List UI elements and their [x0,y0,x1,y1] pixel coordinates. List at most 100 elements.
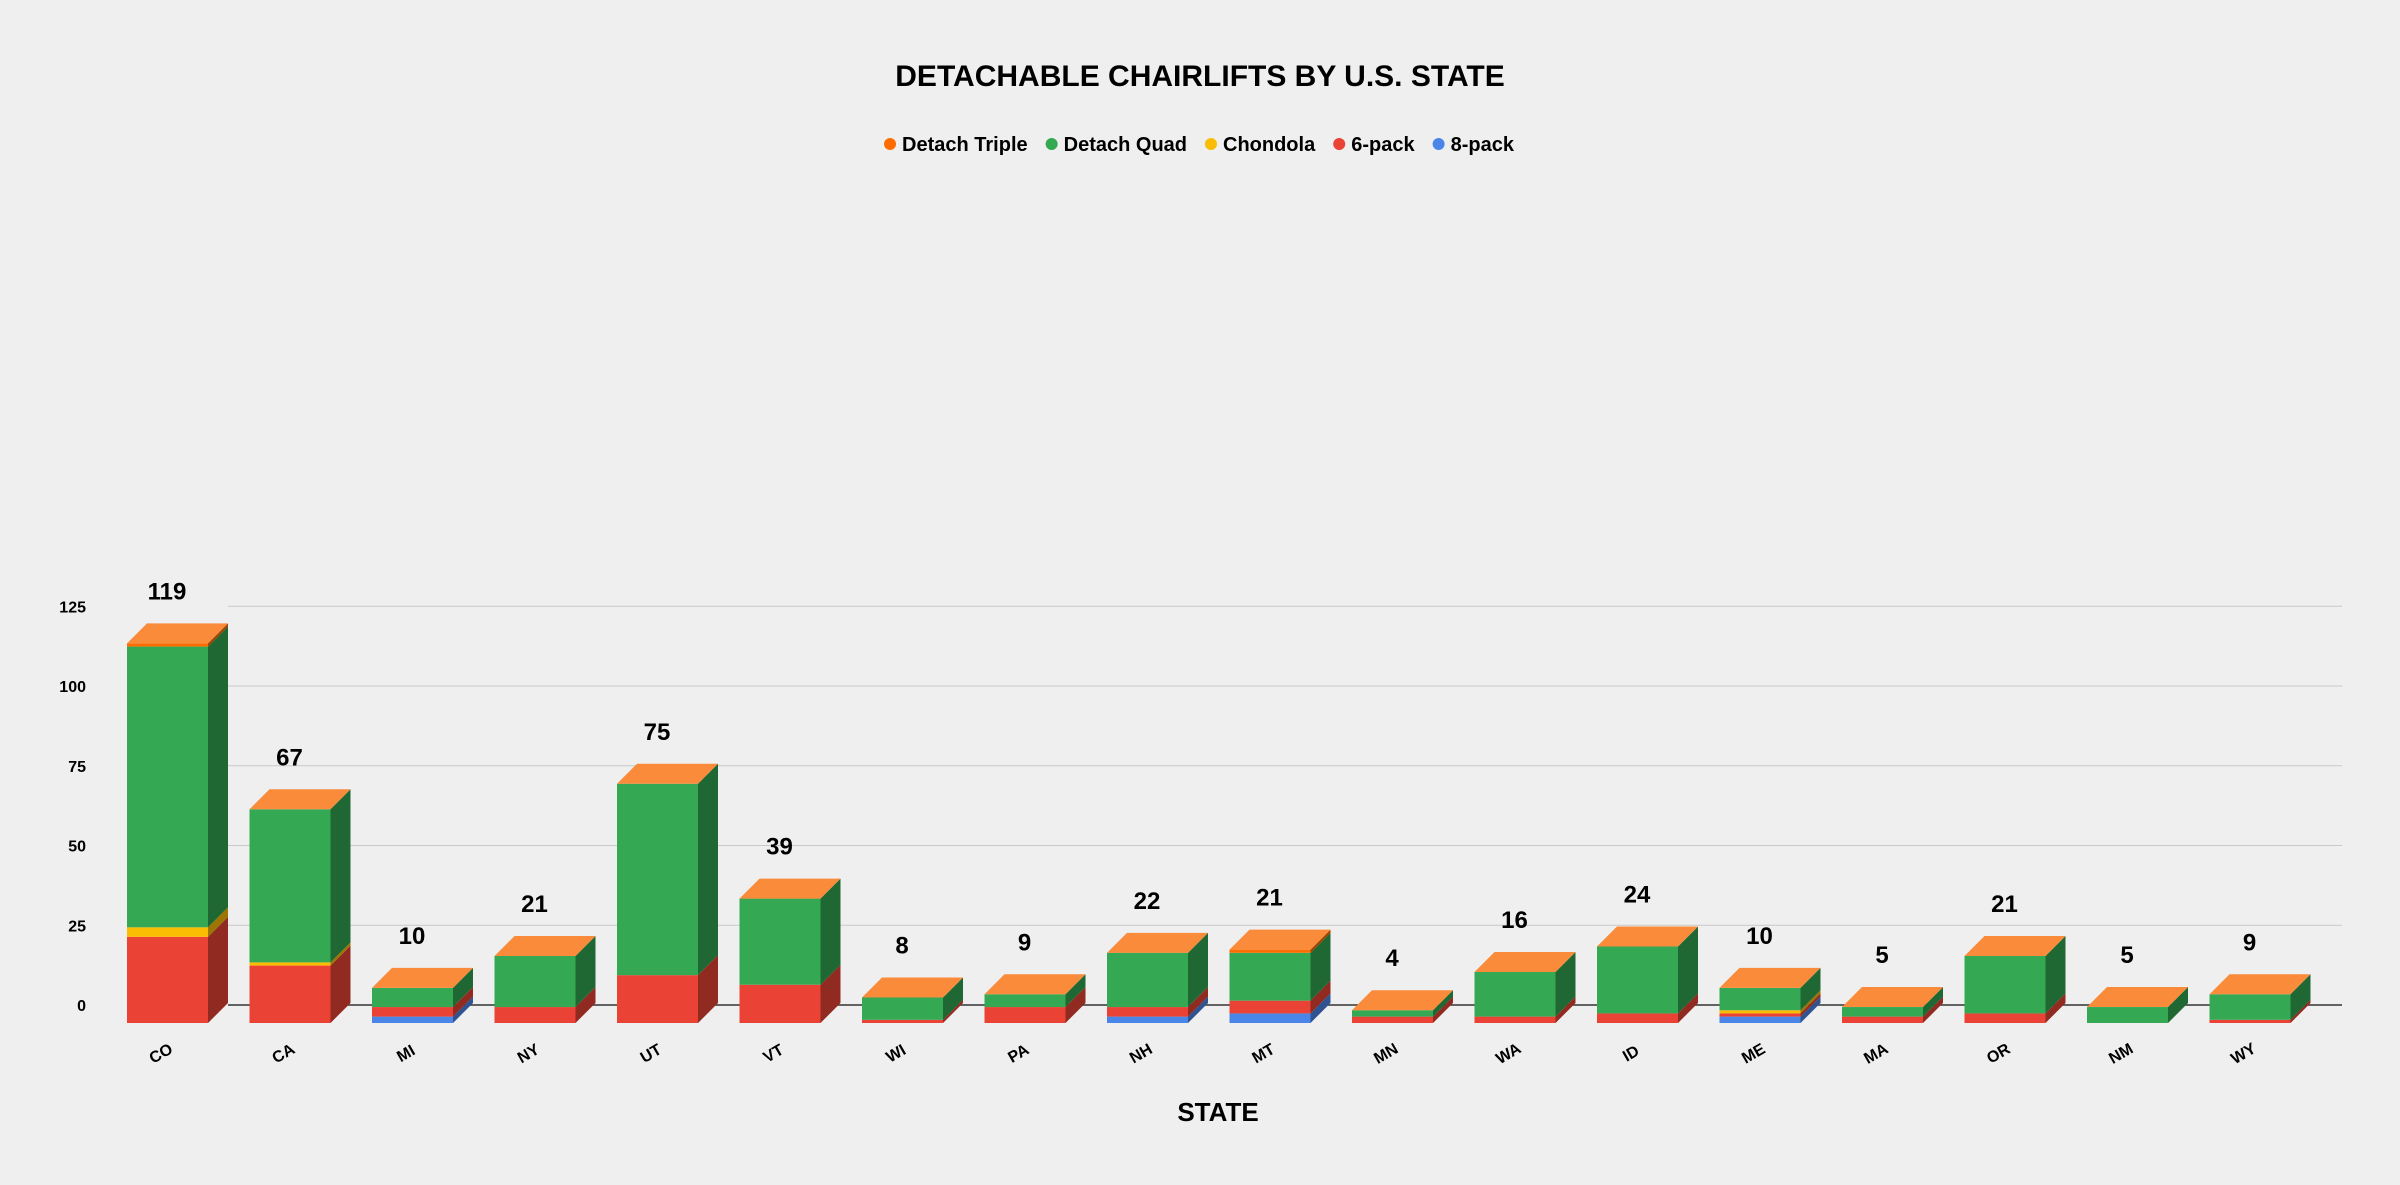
bar-ca-detach-quad [249,809,331,963]
bar-side-co-detach-triple [208,623,228,647]
bar-top-ny [494,936,596,957]
bar-pa-detach-quad [984,994,1066,1008]
bar-side-wa-detach-quad [1555,951,1576,1017]
legend-label-detach-quad: Detach Quad [1064,134,1187,156]
bar-top-co [127,623,228,644]
x-tick-pa: PA [1005,1041,1032,1066]
bar-or-detach-quad [1964,956,2046,1014]
bar-side-wi-6-pack [943,999,963,1023]
bar-top-mn [1352,990,1453,1011]
x-tick-vt: VT [761,1042,787,1067]
bar-side-mn-6-pack [1433,996,1453,1023]
bar-me-8-pack [1719,1016,1801,1023]
bar-side-co-detach-quad [208,626,228,928]
bar-side-me-detach-quad [1800,967,1821,1011]
bar-group-or [1964,936,2066,1023]
bar-side-or-6-pack [2045,993,2066,1023]
bar-side-nh-8-pack [1188,996,1208,1023]
bar-ny-6-pack [494,1007,576,1023]
bar-top-ma [1842,987,1943,1008]
bar-top-mi [372,967,473,988]
bar-co-detach-triple [127,643,208,647]
bar-top-wi [862,977,963,998]
bar-mt-detach-quad [1229,952,1311,1001]
bar-group-nm [2087,987,2188,1023]
bar-group-ny [494,936,596,1023]
bar-side-ma-6-pack [1923,996,1943,1023]
bar-side-me-8-pack [1800,996,1821,1023]
bar-ma-6-pack [1842,1016,1923,1023]
bar-group-wy [2209,974,2311,1023]
bar-group-mt [1229,929,1331,1023]
bar-mn-6-pack [1352,1016,1433,1023]
bar-top-mt [1229,929,1331,950]
x-tick-id: ID [1620,1043,1642,1066]
x-tick-mt: MT [1249,1041,1278,1067]
bar-side-ca-6-pack [330,945,351,1023]
x-tick-wy: WY [2228,1040,2259,1068]
total-label-me: 10 [1746,923,1773,950]
bar-top-or [1964,936,2066,957]
bar-top-nm [2087,987,2188,1008]
bar-co-detach-quad [127,646,208,928]
bar-group-nh [1107,932,1208,1023]
total-label-mi: 10 [399,923,426,950]
x-tick-mn: MN [1371,1041,1401,1068]
y-tick-50: 50 [68,839,86,856]
bar-side-mt-detach-quad [1310,932,1331,1001]
total-label-wa: 16 [1501,907,1528,934]
bar-ut-6-pack [617,975,698,1023]
bar-side-mt-8-pack [1310,993,1331,1023]
bar-top-vt [739,878,841,899]
bar-top-wy [2209,974,2311,995]
bar-nh-6-pack [1107,1007,1188,1017]
bar-top-nh [1107,932,1208,953]
total-label-id: 24 [1624,881,1651,908]
bar-group-mn [1352,990,1453,1023]
bar-top-wa [1474,951,1576,972]
bar-ut-detach-quad [617,783,698,976]
x-tick-mi: MI [394,1042,418,1066]
bar-group-wi [862,977,963,1023]
chart-title: DETACHABLE CHAIRLIFTS BY U.S. STATE [895,60,1504,93]
bar-id-6-pack [1597,1013,1678,1023]
legend-swatch-detach-triple [884,138,897,150]
total-label-or: 21 [1991,891,2018,918]
bar-wi-6-pack [862,1019,943,1023]
total-label-wi: 8 [895,932,908,959]
bar-wy-6-pack [2209,1019,2291,1023]
bar-mi-detach-quad [372,987,453,1008]
bar-wi-detach-quad [862,997,943,1020]
bar-wa-detach-quad [1474,971,1556,1017]
bar-group-mi [372,967,473,1023]
total-label-nh: 22 [1134,888,1161,915]
y-tick-labels: 0 25 50 75 100 125 [59,599,86,1015]
total-label-co: 119 [148,578,187,605]
bar-group-ut [617,763,718,1023]
legend-swatch-6-pack [1333,138,1346,150]
bar-side-co-chondola [208,907,228,937]
y-tick-100: 100 [59,679,86,696]
bar-group-vt [739,878,841,1023]
bars [127,623,2311,1023]
bar-side-mi-detach-quad [453,967,473,1008]
total-label-wy: 9 [2243,929,2256,956]
bar-side-vt-6-pack [820,964,841,1023]
bar-side-co-6-pack [208,916,228,1023]
bar-vt-detach-quad [739,898,821,985]
bar-id-detach-quad [1597,946,1678,1014]
bar-nh-detach-quad [1107,952,1188,1008]
bar-nm-detach-quad [2087,1007,2168,1023]
legend-swatch-8-pack [1432,138,1445,150]
bar-top-id [1597,926,1698,947]
total-label-ut: 75 [644,719,671,746]
x-tick-or: OR [1984,1041,2014,1068]
bar-me-6-pack [1719,1013,1801,1017]
bar-side-me-6-pack [1800,993,1821,1017]
bar-side-nh-detach-quad [1188,932,1208,1008]
bar-top-ut [617,763,718,784]
bar-mi-6-pack [372,1007,453,1017]
x-tick-me: ME [1739,1041,1769,1068]
bar-group-id [1597,926,1698,1023]
